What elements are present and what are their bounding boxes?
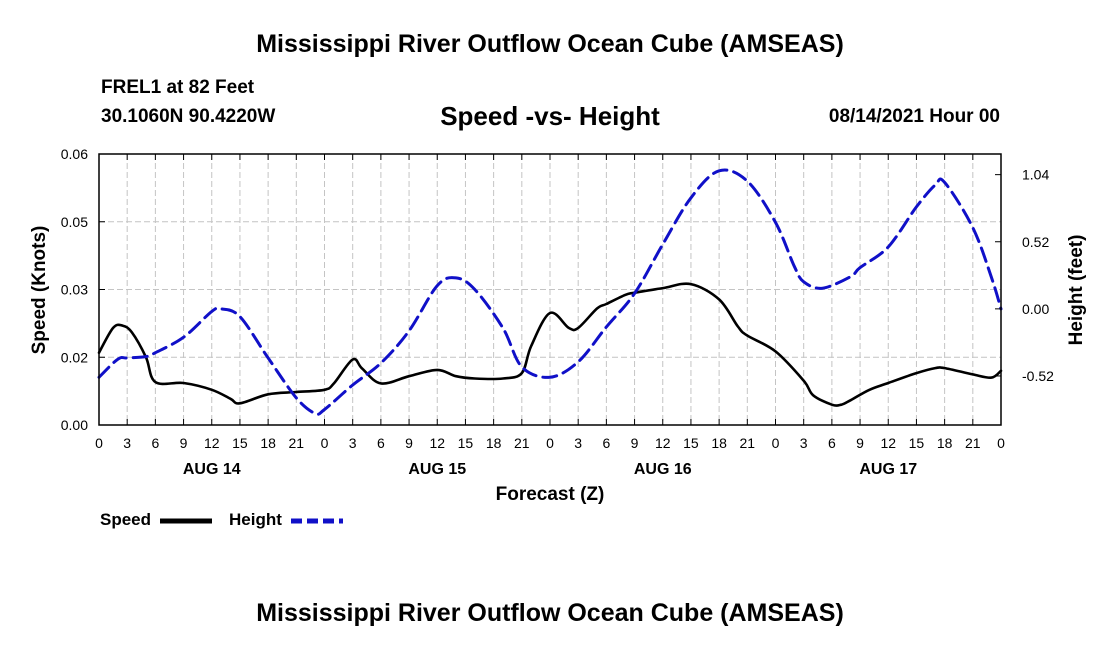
y2-tick-label: 1.04 bbox=[1022, 167, 1049, 183]
x-tick-label: 18 bbox=[260, 435, 276, 451]
x-tick-label: 0 bbox=[772, 435, 780, 451]
x-tick-label: 15 bbox=[683, 435, 699, 451]
day-label: AUG 15 bbox=[408, 461, 466, 478]
x-tick-label: 0 bbox=[95, 435, 103, 451]
x-tick-label: 0 bbox=[321, 435, 329, 451]
y-tick-label: 0.06 bbox=[61, 146, 88, 162]
y-tick-labels: 0.00 0.02 0.03 0.05 0.06 bbox=[61, 146, 88, 433]
y2-tick-labels: 1.04 0.52 0.00 -0.52 bbox=[1022, 167, 1054, 384]
chart-subtitle: Speed -vs- Height bbox=[440, 101, 660, 131]
x-tick-labels: 0 3 6 9 12 15 18 21 0 3 6 9 12 15 18 21 0 3 6 9 12 15 18 21 0 3 6 9… bbox=[95, 435, 1005, 451]
day-label: AUG 17 bbox=[859, 461, 917, 478]
day-label: AUG 14 bbox=[183, 461, 241, 478]
x-tick-label: 9 bbox=[180, 435, 188, 451]
series-line-speed bbox=[97, 282, 1003, 407]
y-axis-label: Speed (Knots) bbox=[29, 226, 50, 355]
x-tick-label: 3 bbox=[800, 435, 808, 451]
x-tick-label: 12 bbox=[880, 435, 896, 451]
x-tick-label: 0 bbox=[997, 435, 1005, 451]
x-tick-label: 21 bbox=[965, 435, 981, 451]
x-tick-label: 15 bbox=[458, 435, 474, 451]
x-tick-label: 9 bbox=[631, 435, 639, 451]
y2-axis-label: Height (feet) bbox=[1066, 235, 1087, 346]
x-tick-label: 18 bbox=[937, 435, 953, 451]
x-tick-label: 12 bbox=[429, 435, 445, 451]
footer-title: Mississippi River Outflow Ocean Cube (AM… bbox=[256, 599, 844, 627]
y2-tick-label: 0.52 bbox=[1022, 234, 1049, 250]
legend: Speed Height bbox=[100, 510, 343, 529]
series-line-height bbox=[97, 168, 1003, 416]
chart-title: Mississippi River Outflow Ocean Cube (AM… bbox=[256, 30, 844, 58]
station-label: FREL1 at 82 Feet bbox=[101, 77, 255, 98]
x-tick-label: 0 bbox=[546, 435, 554, 451]
x-tick-label: 9 bbox=[405, 435, 413, 451]
coordinates-label: 30.1060N 90.4220W bbox=[101, 106, 276, 127]
x-tick-label: 21 bbox=[740, 435, 756, 451]
x-tick-label: 15 bbox=[232, 435, 248, 451]
x-tick-label: 15 bbox=[909, 435, 925, 451]
x-tick-label: 9 bbox=[856, 435, 864, 451]
day-labels: AUG 14 AUG 15 AUG 16 AUG 17 bbox=[183, 461, 917, 478]
x-tick-label: 6 bbox=[377, 435, 385, 451]
y-tick-label: 0.03 bbox=[61, 282, 88, 298]
x-tick-label: 3 bbox=[574, 435, 582, 451]
x-tick-label: 3 bbox=[123, 435, 131, 451]
plot-lines bbox=[97, 168, 1003, 416]
x-tick-label: 12 bbox=[204, 435, 220, 451]
x-tick-label: 6 bbox=[151, 435, 159, 451]
x-tick-label: 21 bbox=[289, 435, 305, 451]
forecast-datetime: 08/14/2021 Hour 00 bbox=[828, 106, 1000, 127]
x-tick-label: 6 bbox=[602, 435, 610, 451]
x-tick-label: 18 bbox=[486, 435, 502, 451]
y-tick-label: 0.05 bbox=[61, 214, 88, 230]
x-tick-label: 6 bbox=[828, 435, 836, 451]
y-tick-label: 0.02 bbox=[61, 349, 88, 365]
day-label: AUG 16 bbox=[634, 461, 692, 478]
y-tick-label: 0.00 bbox=[61, 417, 88, 433]
y2-tick-label: 0.00 bbox=[1022, 301, 1049, 317]
grid bbox=[99, 154, 1001, 425]
x-tick-label: 21 bbox=[514, 435, 530, 451]
legend-speed-label: Speed bbox=[100, 510, 151, 529]
x-axis-label: Forecast (Z) bbox=[496, 484, 605, 505]
tick-marks bbox=[98, 153, 1002, 426]
x-tick-label: 3 bbox=[349, 435, 357, 451]
legend-height-label: Height bbox=[229, 510, 282, 529]
y2-tick-label: -0.52 bbox=[1022, 368, 1054, 384]
x-tick-label: 18 bbox=[711, 435, 727, 451]
x-tick-label: 12 bbox=[655, 435, 671, 451]
